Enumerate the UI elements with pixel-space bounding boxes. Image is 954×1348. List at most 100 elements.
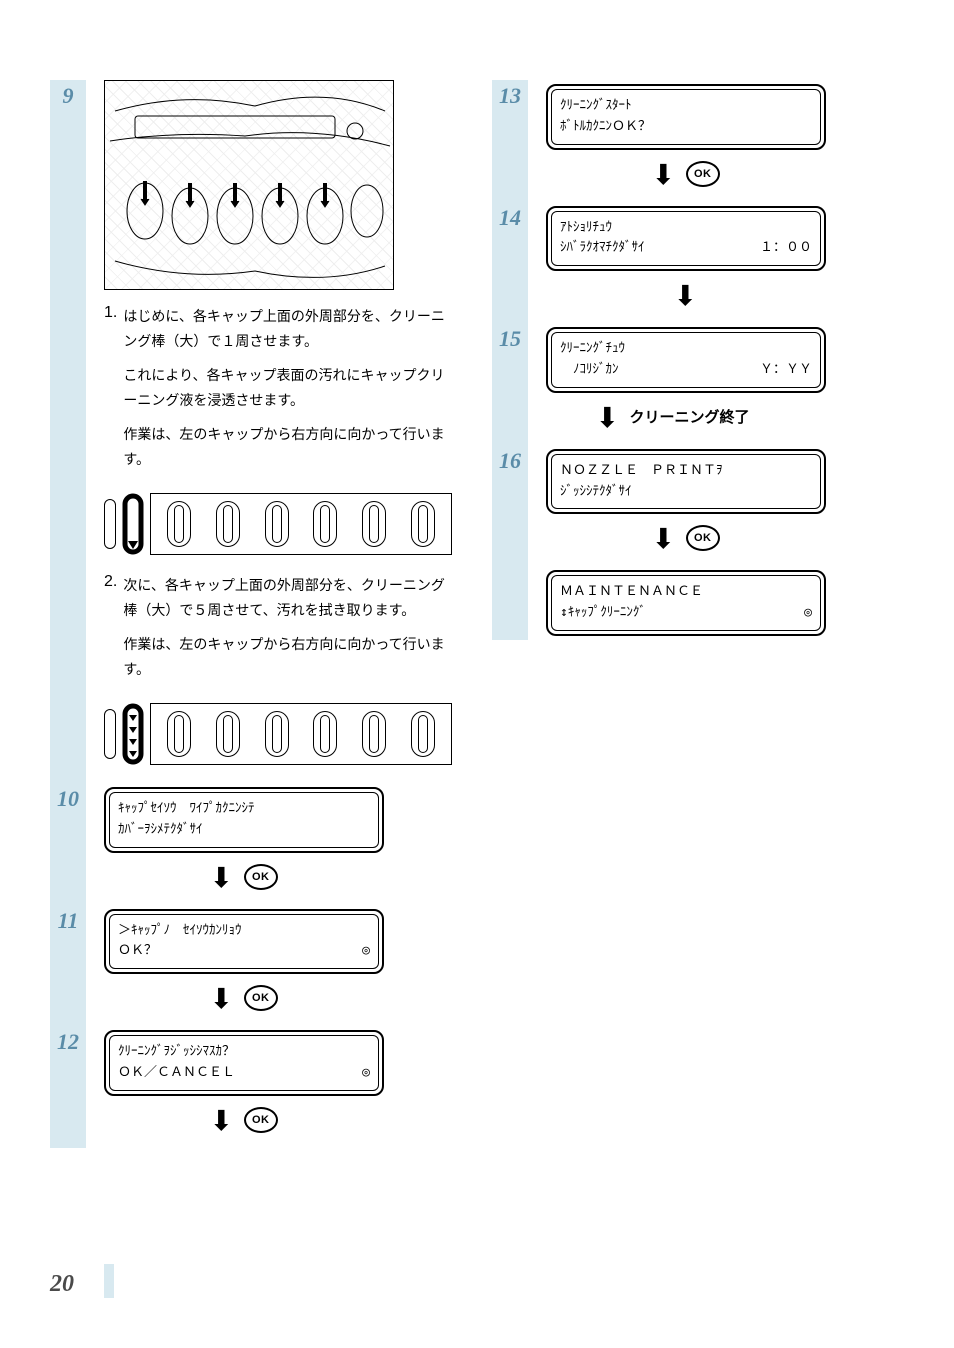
step-number: 11: [58, 908, 79, 934]
lcd-line: ﾉｺﾘｼﾞｶﾝ: [560, 360, 619, 381]
arrow-ok-row: ➡ OK: [104, 863, 384, 891]
arrow-ok-row: ➡ OK: [546, 160, 826, 188]
arrow-ok-row: ➡ OK: [546, 524, 826, 552]
substep-text: 作業は、左のキャップから右方向に向かって行います。: [123, 422, 452, 471]
lcd-line: ｶﾊﾞｰｦｼﾒﾃｸﾀﾞｻｲ: [118, 820, 203, 841]
swab-motion-icon: [122, 493, 144, 555]
lcd-display: ｸﾘｰﾆﾝｸﾞｦｼﾞｯｼｼﾏｽｶ？ ＯＫ／ＣＡＮＣＥＬ ◎: [104, 1030, 384, 1096]
step-number-box: 14: [492, 202, 528, 324]
cap-icon: [411, 501, 435, 547]
lcd-display: ｷｬｯﾌﾟｾｲｿｳ ﾜｲﾌﾟｶｸﾆﾝｼﾃ ｶﾊﾞｰｦｼﾒﾃｸﾀﾞｻｲ: [104, 787, 384, 853]
cap-icon: [362, 501, 386, 547]
mechanical-illustration: [104, 80, 394, 290]
swab-motion-multi-icon: [122, 703, 144, 765]
step-number: 16: [499, 448, 521, 474]
substep-text: これにより、各キャップ表面の汚れにキャップクリーニング液を浸透させます。: [123, 363, 452, 412]
arrow-ok-row: ➡ OK: [104, 1106, 384, 1134]
step-number-box: 16: [492, 445, 528, 567]
lcd-line: ＯＫ／ＣＡＮＣＥＬ: [118, 1063, 235, 1084]
cap-icon: [313, 501, 337, 547]
page-number-bar: [104, 1264, 114, 1298]
cap-icon: [167, 711, 191, 757]
cap-icon: [216, 501, 240, 547]
spinner-icon: ◎: [362, 941, 370, 962]
lcd-line: ｸﾘｰﾆﾝｸﾞｦｼﾞｯｼｼﾏｽｶ？: [118, 1042, 235, 1063]
cap-icon: [362, 711, 386, 757]
step-number-box: 11: [50, 905, 86, 1027]
lcd-line: ｸﾘｰﾆﾝｸﾞﾁｭｳ: [560, 339, 625, 360]
substep-text: はじめに、各キャップ上面の外周部分を、クリーニング棒（大）で１周させます。: [123, 304, 452, 353]
spinner-icon: ◎: [362, 1063, 370, 1084]
step-14: 14 ｱﾄｼｮﾘﾁｭｳ ｼﾊﾞﾗｸｵﾏﾁｸﾀﾞｻｲ １：００ ➡: [492, 202, 894, 324]
cap-icon: [216, 711, 240, 757]
step-number: 15: [499, 326, 521, 352]
substep-number: 1.: [104, 304, 117, 481]
step-15: 15 ｸﾘｰﾆﾝｸﾞﾁｭｳ ﾉｺﾘｼﾞｶﾝ Ｙ：ＹＹ ➡ クリーニング終了: [492, 323, 894, 445]
step-number-box: 10: [50, 783, 86, 905]
cap-icon: [411, 711, 435, 757]
substep-2: 2. 次に、各キャップ上面の外周部分を、クリーニング棒（大）で５周させて、汚れを…: [104, 573, 452, 691]
step-number-box: 13: [492, 80, 528, 202]
step-number-box: 12: [50, 1026, 86, 1148]
step-number: 12: [57, 1029, 79, 1055]
lcd-value: １：００: [760, 238, 812, 259]
caps-diagram-1: [104, 493, 452, 555]
substep-1: 1. はじめに、各キャップ上面の外周部分を、クリーニング棒（大）で１周させます。…: [104, 304, 452, 481]
ok-button-icon: OK: [686, 525, 720, 551]
arrow-ok-row: ➡ OK: [104, 984, 384, 1012]
cap-icon: [265, 711, 289, 757]
arrow-down-icon: ➡: [594, 405, 622, 428]
step-10: 10 ｷｬｯﾌﾟｾｲｿｳ ﾜｲﾌﾟｶｸﾆﾝｼﾃ ｶﾊﾞｰｦｼﾒﾃｸﾀﾞｻｲ ➡ …: [50, 783, 452, 905]
ok-button-icon: OK: [686, 161, 720, 187]
ok-button-icon: OK: [244, 864, 278, 890]
arrow-label: クリーニング終了: [629, 406, 749, 427]
page-columns: 9: [50, 80, 894, 1148]
cap-track: [150, 493, 452, 555]
lcd-display: ｸﾘｰﾆﾝｸﾞｽﾀｰﾄ ﾎﾞﾄﾙｶｸﾆﾝＯＫ？: [546, 84, 826, 150]
arrow-down-icon: ➡: [650, 527, 678, 550]
lcd-line: ｷｬｯﾌﾟｾｲｿｳ ﾜｲﾌﾟｶｸﾆﾝｼﾃ: [118, 799, 255, 820]
caps-diagram-2: [104, 703, 452, 765]
lcd-line: ＭＡＩＮＴＥＮＡＮＣＥ: [560, 582, 703, 603]
spinner-icon: ◎: [804, 603, 812, 624]
page-number: 20: [50, 1271, 74, 1298]
ok-button-icon: OK: [244, 1107, 278, 1133]
step-number: 10: [57, 786, 79, 812]
lcd-line: ｸﾘｰﾆﾝｸﾞｽﾀｰﾄ: [560, 96, 632, 117]
arrow-row: ➡: [546, 281, 826, 309]
substep-text: 作業は、左のキャップから右方向に向かって行います。: [123, 632, 452, 681]
left-column: 9: [50, 80, 452, 1148]
cap-icon: [167, 501, 191, 547]
arrow-down-icon: ➡: [208, 865, 236, 888]
lcd-line: ｼﾊﾞﾗｸｵﾏﾁｸﾀﾞｻｲ: [560, 238, 645, 259]
step-number-box: [492, 566, 528, 640]
cap-icon: [265, 501, 289, 547]
lcd-line: ｱﾄｼｮﾘﾁｭｳ: [560, 218, 612, 239]
substep-text: 次に、各キャップ上面の外周部分を、クリーニング棒（大）で５周させて、汚れを拭き取…: [123, 573, 452, 622]
step-13: 13 ｸﾘｰﾆﾝｸﾞｽﾀｰﾄ ﾎﾞﾄﾙｶｸﾆﾝＯＫ？ ➡ OK: [492, 80, 894, 202]
lcd-line: ＯＫ？: [118, 941, 157, 962]
right-column: 13 ｸﾘｰﾆﾝｸﾞｽﾀｰﾄ ﾎﾞﾄﾙｶｸﾆﾝＯＫ？ ➡ OK 14: [492, 80, 894, 1148]
step-9: 9: [50, 80, 452, 783]
step-number: 14: [499, 205, 521, 231]
step-final: ＭＡＩＮＴＥＮＡＮＣＥ ↕ｷｬｯﾌﾟｸﾘｰﾆﾝｸﾞ ◎: [492, 566, 894, 640]
lcd-display: ＮＯＺＺＬＥ ＰＲＩＮＴｦ ｼﾞｯｼｼﾃｸﾀﾞｻｲ: [546, 449, 826, 515]
swab-icon: [104, 499, 116, 549]
arrow-down-icon: ➡: [208, 986, 236, 1009]
lcd-display: ＭＡＩＮＴＥＮＡＮＣＥ ↕ｷｬｯﾌﾟｸﾘｰﾆﾝｸﾞ ◎: [546, 570, 826, 636]
lcd-line: ＮＯＺＺＬＥ ＰＲＩＮＴｦ: [560, 461, 723, 482]
lcd-display: ｱﾄｼｮﾘﾁｭｳ ｼﾊﾞﾗｸｵﾏﾁｸﾀﾞｻｲ １：００: [546, 206, 826, 272]
lcd-display: ｸﾘｰﾆﾝｸﾞﾁｭｳ ﾉｺﾘｼﾞｶﾝ Ｙ：ＹＹ: [546, 327, 826, 393]
swab-icon: [104, 709, 116, 759]
lcd-line: ｼﾞｯｼｼﾃｸﾀﾞｻｲ: [560, 482, 632, 503]
lcd-value: Ｙ：ＹＹ: [760, 360, 812, 381]
step-16: 16 ＮＯＺＺＬＥ ＰＲＩＮＴｦ ｼﾞｯｼｼﾃｸﾀﾞｻｲ ➡ OK: [492, 445, 894, 567]
arrow-down-icon: ➡: [650, 162, 678, 185]
step-body: 1. はじめに、各キャップ上面の外周部分を、クリーニング棒（大）で１周させます。…: [86, 80, 452, 783]
lcd-line: ﾎﾞﾄﾙｶｸﾆﾝＯＫ？: [560, 117, 651, 138]
lcd-line: ↕ｷｬｯﾌﾟｸﾘｰﾆﾝｸﾞ: [560, 603, 646, 624]
step-number: 13: [499, 83, 521, 109]
step-number-box: 15: [492, 323, 528, 445]
arrow-label-row: ➡ クリーニング終了: [546, 403, 826, 431]
lcd-display: ＞ｷｬｯﾌﾟﾉ ｾｲｿｳｶﾝﾘｮｳ ＯＫ？ ◎: [104, 909, 384, 975]
